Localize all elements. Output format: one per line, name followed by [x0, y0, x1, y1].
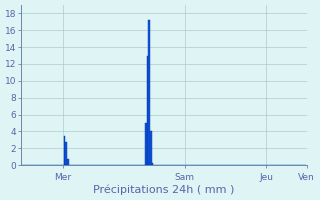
Bar: [152, 163, 154, 165]
Bar: [150, 131, 152, 165]
Bar: [147, 56, 148, 165]
X-axis label: Précipitations 24h ( mm ): Précipitations 24h ( mm ): [93, 185, 234, 195]
Bar: [64, 136, 65, 165]
Bar: [67, 159, 69, 165]
Bar: [65, 142, 67, 165]
Bar: [145, 123, 147, 165]
Bar: [148, 20, 150, 165]
